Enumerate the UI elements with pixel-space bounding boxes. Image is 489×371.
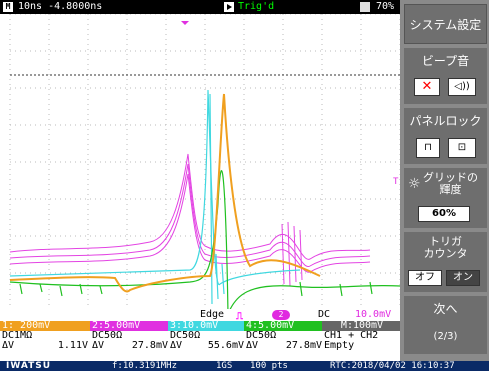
waveform-display[interactable]: T [0,14,400,319]
channel-scale-row: 1: 200mV 2:5.00mV 3:10.0mV 4:5.00mV M:10… [0,321,400,331]
lock-icon[interactable]: ⊡ [448,138,476,158]
ch1-trace [9,93,321,293]
panel-lock-menu: パネルロック ⊓ ⊡ [404,108,487,164]
trigger-counter-menu: トリガ カウンタ オフ オン [404,232,487,292]
channel-dv-row: ΔV 1.11V ΔV 27.8mV ΔV 55.6mV ΔV 27.8mV E… [0,341,400,351]
trigger-info-bar: Edge ⎍ 2 DC 10.0mV [0,309,400,322]
speaker-mute-icon[interactable]: ✕ [414,78,440,96]
trigger-coupling: DC [318,309,331,320]
rtc-clock: RTC:2018/04/02 16:10:37 [330,361,455,371]
ch2-scale[interactable]: 2:5.00mV [90,321,168,331]
top-status-bar: M 10ns -4.8000ns Trig'd 70% [0,0,400,14]
trigger-counter-off[interactable]: オフ [408,270,442,286]
ch1-coupling: DC1MΩ [2,331,33,341]
ch3-dv-value: 55.6mV [207,341,244,351]
system-settings-title[interactable]: システム設定 [404,4,487,44]
waveform-svg: T [9,14,400,309]
math-status: Empty [324,341,355,351]
footer-bar: IWATSU f:10.3191MHz 1GS 100 pts RTC:2018… [0,361,489,371]
ch3-coupling: DC50Ω [170,331,201,341]
run-icon [224,2,234,12]
ch3-trace [9,89,301,305]
ch4-dv-label: ΔV [246,341,259,351]
ch1-dv-label: ΔV [2,341,15,351]
trigger-position-marker [181,21,189,25]
beep-title: ビープ音 [421,54,470,68]
channel-coupling-row: DC1MΩ DC50Ω DC50Ω DC50Ω CH1 + CH2 [0,331,400,341]
trigger-counter-title: トリガ カウンタ [423,235,468,260]
ch1-dv-value: 1.11V [57,341,88,351]
channel-info-table: 1: 200mV 2:5.00mV 3:10.0mV 4:5.00mV M:10… [0,321,400,361]
speaker-on-icon[interactable]: ◁)) [448,78,476,96]
frequency-counter: f:10.3191MHz [112,361,178,371]
ch2-dv-value: 27.8mV [131,341,168,351]
memory-usage: 70% [376,1,395,12]
trigger-status: Trig'd [238,1,275,12]
ch4-coupling: DC50Ω [246,331,277,341]
next-page-button[interactable]: 次へ (2/3) [404,296,487,354]
trigger-type: Edge [200,309,225,320]
trigger-counter-on[interactable]: オン [446,270,480,286]
trigger-level: 10.0mV [355,309,392,320]
brand-logo: IWATSU [6,361,52,371]
sample-rate: 1GS [216,361,233,371]
page-indicator: (2/3) [433,331,458,342]
ch2-trace [9,153,371,287]
memory-icon [360,2,370,12]
ch4-dv-value: 27.8mV [285,341,322,351]
record-length: 100 pts [250,361,288,371]
ch1-scale[interactable]: 1: 200mV [0,321,90,331]
grid-brightness-value[interactable]: 60% [418,206,470,222]
ch2-coupling: DC50Ω [92,331,123,341]
rising-edge-icon: ⎍ [236,311,243,322]
side-menu: システム設定 ビープ音 ✕ ◁)) パネルロック ⊓ ⊡ ☼ グリッドの 輝度 … [400,0,489,361]
trigger-level-marker: T [393,177,399,187]
ch3-scale[interactable]: 3:10.0mV [168,321,244,331]
grid-brightness-menu: ☼ グリッドの 輝度 60% [404,168,487,228]
next-title: 次へ [433,302,458,316]
ch2-dv-label: ΔV [92,341,105,351]
unlock-icon[interactable]: ⊓ [416,138,440,158]
grid-brightness-title: グリッドの 輝度 [423,171,478,196]
ch4-scale[interactable]: 4:5.00mV [244,321,322,331]
timebase-readout: 10ns -4.8000ns [18,1,103,12]
panel-lock-title: パネルロック [409,114,482,128]
mode-icon: M [3,2,13,12]
trigger-source: 2 [272,310,290,320]
math-scale[interactable]: M:100mV [322,321,400,331]
math-source: CH1 + CH2 [324,331,379,341]
brightness-knob-icon: ☼ [408,176,421,192]
ch3-dv-label: ΔV [170,341,183,351]
beep-menu: ビープ音 ✕ ◁)) [404,48,487,104]
